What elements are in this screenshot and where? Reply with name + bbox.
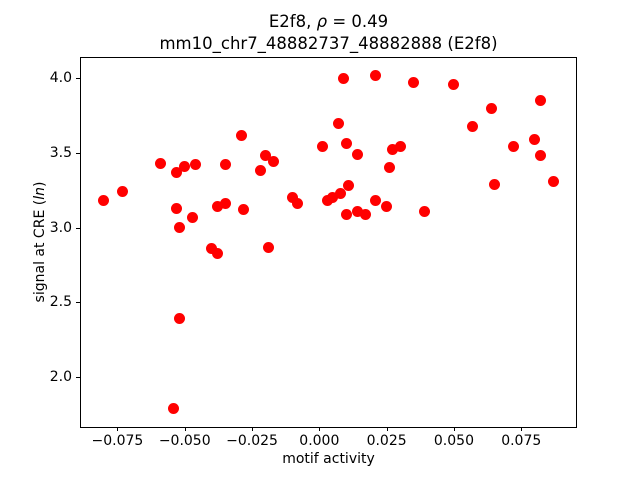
- data-point: [189, 159, 201, 171]
- x-tick-label: 0.000: [299, 433, 340, 450]
- data-point: [507, 141, 519, 153]
- data-point: [262, 241, 274, 253]
- data-point: [154, 157, 166, 169]
- data-point: [394, 141, 406, 153]
- y-axis-label: signal at CRE (ln): [32, 182, 48, 303]
- x-tick-label: −0.050: [158, 433, 211, 450]
- x-axis-tick: [521, 427, 523, 432]
- data-point: [529, 134, 541, 145]
- data-point: [268, 156, 280, 168]
- chart-title-prefix: E2f8,: [268, 12, 317, 31]
- data-point: [206, 243, 218, 255]
- data-point: [173, 313, 185, 325]
- x-tick-label: 0.075: [501, 433, 542, 450]
- y-axis-tick: [76, 152, 80, 154]
- data-point: [117, 186, 129, 198]
- x-axis-tick: [386, 427, 388, 432]
- data-point: [343, 180, 355, 192]
- data-point: [179, 160, 191, 172]
- data-point: [173, 222, 185, 234]
- data-point: [235, 129, 247, 141]
- y-tick-label: 3.5: [49, 144, 72, 161]
- data-point: [219, 198, 231, 210]
- data-point: [359, 208, 371, 220]
- data-point: [171, 166, 183, 178]
- data-point: [381, 201, 393, 213]
- y-axis-tick: [76, 227, 80, 229]
- plot-area: [80, 57, 577, 428]
- x-tick-label: −0.075: [91, 433, 144, 450]
- x-axis-label: motif activity: [282, 451, 375, 467]
- data-point: [187, 211, 199, 223]
- data-point: [211, 247, 223, 259]
- x-axis-tick: [117, 427, 119, 432]
- data-point: [332, 117, 344, 129]
- chart-title: E2f8, ρ = 0.49: [80, 11, 577, 32]
- chart-title-suffix: = 0.49: [327, 12, 389, 31]
- y-axis-label-prefix: signal at CRE (: [32, 199, 48, 303]
- y-tick-label: 2.5: [49, 294, 72, 311]
- data-point: [168, 403, 180, 415]
- data-point: [418, 205, 430, 217]
- chart-subtitle: mm10_chr7_48882737_48882888 (E2f8): [159, 34, 498, 53]
- data-point: [488, 178, 500, 190]
- data-point: [534, 95, 546, 107]
- y-tick-label: 2.0: [49, 369, 72, 386]
- data-point: [386, 144, 398, 156]
- y-axis-tick: [76, 377, 80, 379]
- y-axis-tick: [76, 78, 80, 80]
- x-axis-tick: [453, 427, 455, 432]
- y-tick-label: 3.0: [49, 219, 72, 236]
- data-point: [211, 201, 223, 213]
- data-point: [286, 192, 298, 204]
- data-point: [238, 204, 250, 216]
- data-point: [370, 69, 382, 81]
- x-tick-label: 0.050: [433, 433, 474, 450]
- data-point: [316, 141, 328, 153]
- data-point: [534, 150, 546, 162]
- data-point: [486, 102, 498, 114]
- data-point: [259, 150, 271, 162]
- data-point: [338, 72, 350, 84]
- data-point: [254, 165, 266, 177]
- data-point: [219, 159, 231, 171]
- data-point: [98, 195, 110, 207]
- data-point: [171, 202, 183, 214]
- x-axis-tick: [252, 427, 254, 432]
- data-point: [292, 198, 304, 210]
- rho-symbol: ρ: [316, 12, 328, 31]
- data-point: [340, 208, 352, 220]
- data-point: [335, 187, 347, 199]
- y-axis-label-suffix: ): [32, 181, 48, 188]
- y-axis-label-italic: ln: [32, 187, 48, 200]
- data-point: [408, 77, 420, 89]
- x-tick-label: −0.025: [226, 433, 278, 450]
- data-point: [548, 175, 560, 187]
- data-point: [467, 120, 479, 132]
- y-tick-label: 4.0: [49, 70, 72, 87]
- x-axis-tick: [184, 427, 186, 432]
- data-point: [340, 138, 352, 150]
- data-point: [351, 205, 363, 217]
- data-point: [448, 78, 460, 90]
- data-point: [351, 148, 363, 160]
- x-tick-label: 0.025: [366, 433, 407, 450]
- y-axis-tick: [76, 302, 80, 304]
- data-point: [370, 195, 382, 207]
- x-axis-tick: [319, 427, 321, 432]
- data-point: [383, 162, 395, 174]
- data-point: [327, 192, 339, 204]
